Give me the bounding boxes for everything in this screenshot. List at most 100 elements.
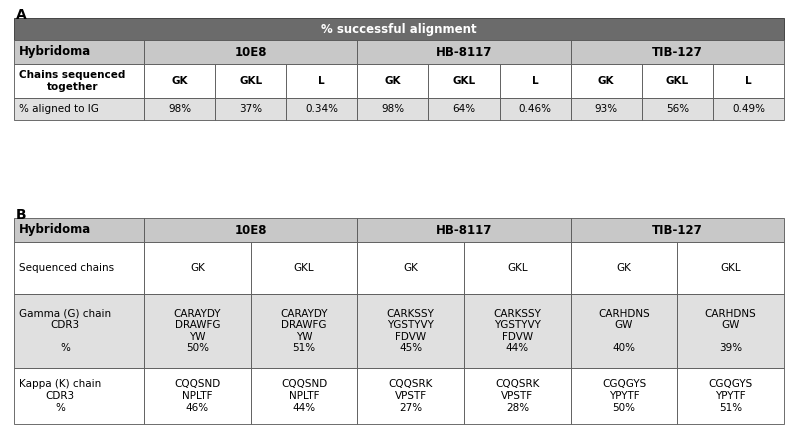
Bar: [570, 98, 642, 120]
Bar: [464, 368, 570, 424]
Text: 98%: 98%: [382, 104, 405, 114]
Bar: [358, 218, 570, 242]
Text: TIB-127: TIB-127: [652, 46, 702, 59]
Bar: [713, 64, 784, 98]
Bar: [14, 40, 144, 64]
Text: HB-8117: HB-8117: [436, 46, 492, 59]
Bar: [499, 64, 570, 98]
Bar: [250, 294, 358, 368]
Text: CGQGYS
YPYTF
50%: CGQGYS YPYTF 50%: [602, 379, 646, 413]
Bar: [713, 98, 784, 120]
Text: Sequenced chains: Sequenced chains: [19, 263, 114, 273]
Text: 64%: 64%: [453, 104, 475, 114]
Bar: [250, 242, 358, 294]
Bar: [678, 368, 784, 424]
Bar: [14, 64, 144, 98]
Bar: [250, 368, 358, 424]
Text: GK: GK: [403, 263, 418, 273]
Text: CARKSSY
YGSTYVY
FDVW
45%: CARKSSY YGSTYVY FDVW 45%: [386, 309, 434, 353]
Bar: [14, 98, 144, 120]
Bar: [14, 218, 144, 242]
Text: CARHDNS
GW

40%: CARHDNS GW 40%: [598, 309, 650, 353]
Bar: [215, 98, 286, 120]
Bar: [144, 294, 250, 368]
Text: HB-8117: HB-8117: [436, 223, 492, 237]
Text: GK: GK: [598, 76, 614, 86]
Text: 56%: 56%: [666, 104, 689, 114]
Bar: [144, 218, 358, 242]
Bar: [144, 98, 215, 120]
Text: GK: GK: [385, 76, 401, 86]
Bar: [570, 368, 678, 424]
Text: CARAYDY
DRAWFG
YW
51%: CARAYDY DRAWFG YW 51%: [280, 309, 328, 353]
Bar: [429, 98, 499, 120]
Bar: [144, 40, 358, 64]
Text: CQQSND
NPLTF
44%: CQQSND NPLTF 44%: [281, 379, 327, 413]
Text: CQQSRK
VPSTF
27%: CQQSRK VPSTF 27%: [389, 379, 433, 413]
Text: Hybridoma: Hybridoma: [19, 46, 91, 59]
Text: CARHDNS
GW

39%: CARHDNS GW 39%: [705, 309, 757, 353]
Text: 0.34%: 0.34%: [306, 104, 338, 114]
Text: % aligned to IG: % aligned to IG: [19, 104, 99, 114]
Text: CGQGYS
YPYTF
51%: CGQGYS YPYTF 51%: [709, 379, 753, 413]
Text: 0.49%: 0.49%: [732, 104, 765, 114]
Text: Hybridoma: Hybridoma: [19, 223, 91, 237]
Bar: [464, 242, 570, 294]
Text: % successful alignment: % successful alignment: [321, 22, 477, 35]
Text: GKL: GKL: [720, 263, 741, 273]
Bar: [14, 242, 144, 294]
Bar: [678, 242, 784, 294]
Bar: [642, 64, 713, 98]
Bar: [14, 294, 144, 368]
Bar: [358, 98, 429, 120]
Bar: [464, 294, 570, 368]
Text: Chains sequenced
together: Chains sequenced together: [19, 70, 126, 92]
Text: TIB-127: TIB-127: [652, 223, 702, 237]
Text: GKL: GKL: [507, 263, 528, 273]
Bar: [642, 98, 713, 120]
Bar: [144, 242, 250, 294]
Text: CQQSRK
VPSTF
28%: CQQSRK VPSTF 28%: [495, 379, 539, 413]
Text: Gamma (G) chain
CDR3

%: Gamma (G) chain CDR3 %: [19, 309, 111, 353]
Text: GK: GK: [617, 263, 631, 273]
Bar: [570, 40, 784, 64]
Bar: [358, 40, 570, 64]
Text: GKL: GKL: [294, 263, 314, 273]
Bar: [358, 294, 464, 368]
Text: GK: GK: [190, 263, 205, 273]
Text: 37%: 37%: [239, 104, 262, 114]
Text: GKL: GKL: [666, 76, 689, 86]
Text: 93%: 93%: [594, 104, 618, 114]
Text: CARAYDY
DRAWFG
YW
50%: CARAYDY DRAWFG YW 50%: [174, 309, 221, 353]
Bar: [286, 64, 358, 98]
Text: 10E8: 10E8: [234, 46, 267, 59]
Text: L: L: [745, 76, 752, 86]
Bar: [14, 368, 144, 424]
Text: CQQSND
NPLTF
46%: CQQSND NPLTF 46%: [174, 379, 221, 413]
Bar: [570, 242, 678, 294]
Bar: [286, 98, 358, 120]
Text: GKL: GKL: [239, 76, 262, 86]
Bar: [358, 64, 429, 98]
Text: CARKSSY
YGSTYVY
FDVW
44%: CARKSSY YGSTYVY FDVW 44%: [494, 309, 542, 353]
Bar: [215, 64, 286, 98]
Bar: [358, 242, 464, 294]
Text: 10E8: 10E8: [234, 223, 267, 237]
Bar: [144, 368, 250, 424]
Bar: [570, 218, 784, 242]
Bar: [358, 368, 464, 424]
Bar: [14, 18, 784, 40]
Text: GKL: GKL: [453, 76, 475, 86]
Text: B: B: [16, 208, 26, 222]
Bar: [429, 64, 499, 98]
Text: A: A: [16, 8, 26, 22]
Bar: [499, 98, 570, 120]
Text: 0.46%: 0.46%: [518, 104, 552, 114]
Text: Kappa (K) chain
CDR3
%: Kappa (K) chain CDR3 %: [19, 379, 102, 413]
Bar: [570, 64, 642, 98]
Bar: [678, 294, 784, 368]
Text: L: L: [532, 76, 538, 86]
Text: GK: GK: [171, 76, 188, 86]
Text: L: L: [318, 76, 325, 86]
Bar: [144, 64, 215, 98]
